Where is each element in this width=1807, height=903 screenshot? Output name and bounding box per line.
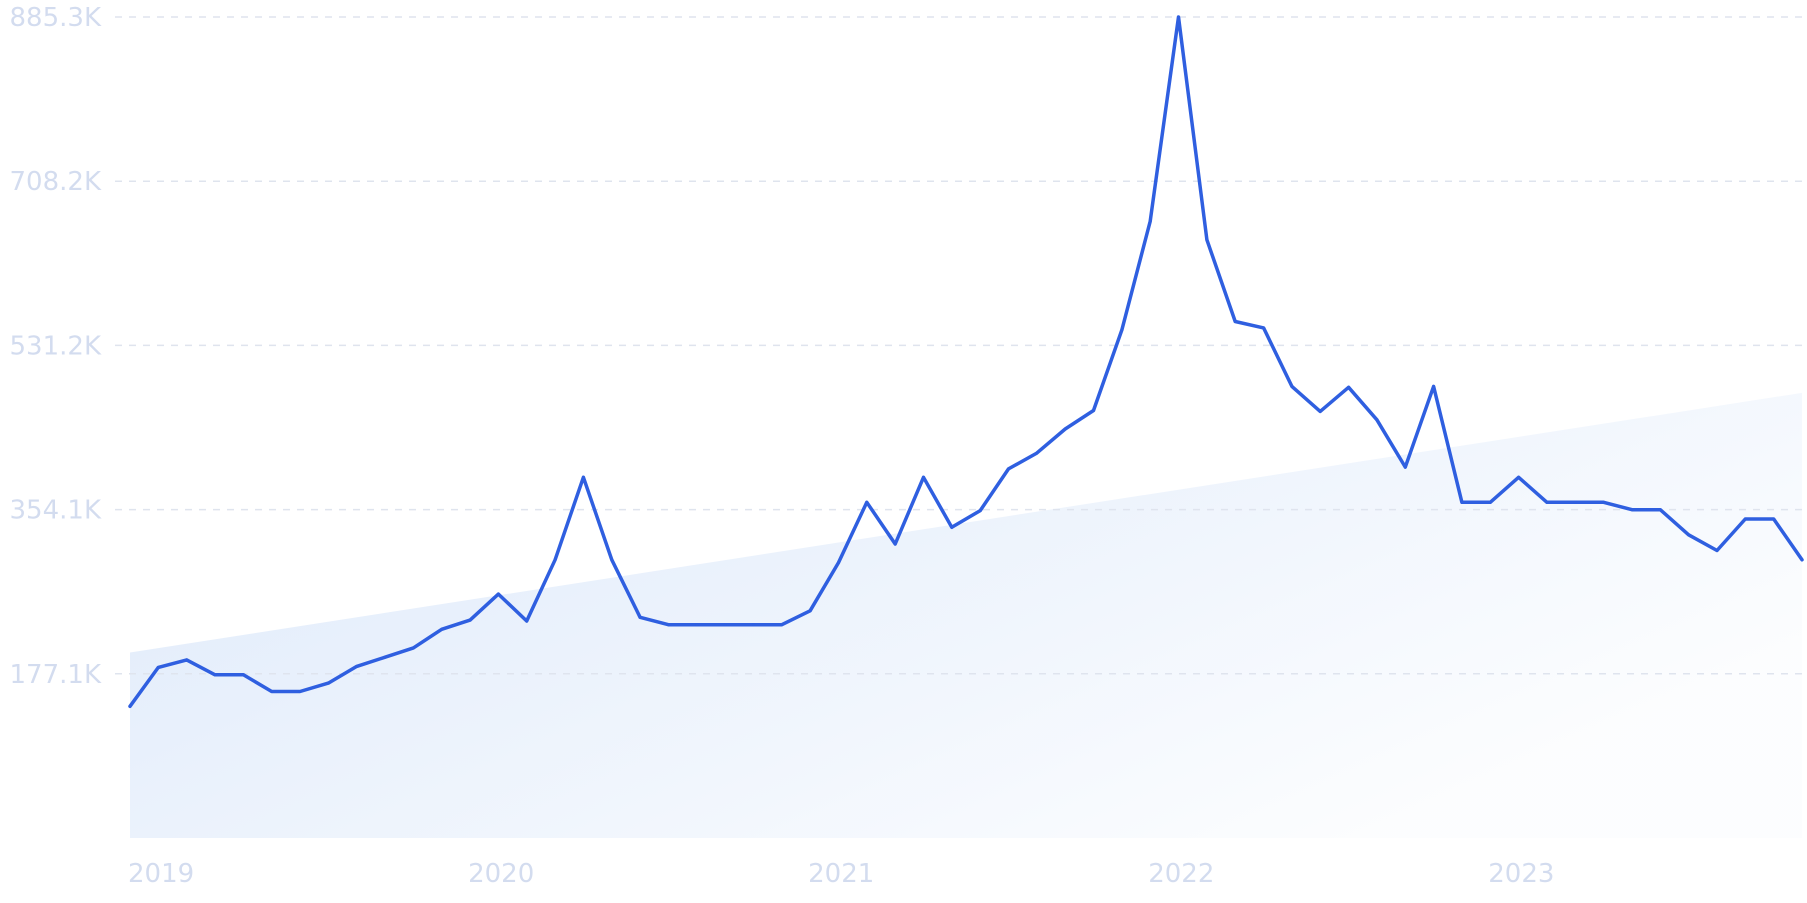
- data-point-2019-12: [440, 627, 444, 631]
- series-line-0: [128, 15, 1804, 709]
- data-point-2023-10: [1743, 517, 1747, 521]
- data-point-2021-05: [922, 475, 925, 479]
- data-point-2019-01: [128, 704, 132, 708]
- data-point-2020-12: [780, 623, 784, 627]
- data-point-2020-11: [752, 623, 755, 627]
- data-point-2021-03: [865, 500, 869, 504]
- data-point-2022-04: [1233, 320, 1237, 323]
- y-tick-label-3: 708.2K: [10, 167, 102, 197]
- data-point-2020-10: [723, 623, 727, 627]
- x-tick-label-3: 2022: [1148, 859, 1214, 889]
- data-point-2019-06: [270, 690, 274, 693]
- x-axis-ticks: 2019 2020 2021 2022 2023: [128, 859, 1554, 889]
- x-tick-label-4: 2023: [1488, 859, 1554, 889]
- x-tick-label-2: 2021: [808, 859, 874, 889]
- trend-area: [130, 392, 1802, 838]
- x-tick-label-1: 2020: [468, 859, 534, 889]
- data-point-2020-08: [666, 623, 670, 627]
- data-point-2021-11: [1092, 409, 1095, 412]
- y-axis-ticks: 177.1K 354.1K 531.2K 708.2K 885.3K: [10, 3, 102, 690]
- gridlines: [115, 16, 1802, 675]
- data-point-2023-08: [1687, 533, 1691, 537]
- data-point-2021-01: [808, 609, 812, 613]
- data-point-2022-01: [1148, 219, 1152, 223]
- data-point-2022-10: [1403, 465, 1407, 469]
- data-point-2021-04: [893, 542, 897, 546]
- data-point-2019-03: [185, 658, 189, 662]
- data-point-2020-09: [695, 623, 699, 627]
- data-point-2019-07: [298, 690, 302, 693]
- data-point-2019-08: [326, 681, 330, 685]
- y-tick-label-1: 354.1K: [10, 496, 102, 526]
- data-point-2020-01: [468, 618, 472, 622]
- data-point-2022-03: [1205, 238, 1209, 242]
- series-layer: [128, 15, 1804, 709]
- data-point-2023-11: [1772, 517, 1776, 521]
- y-tick-label-2: 531.2K: [10, 331, 102, 361]
- y-tick-label-0: 177.1K: [10, 660, 102, 690]
- data-point-2019-04: [213, 673, 217, 677]
- data-point-2019-09: [355, 664, 359, 668]
- data-point-2019-02: [156, 665, 160, 669]
- data-point-2020-02: [496, 592, 500, 596]
- data-point-2020-04: [553, 558, 557, 562]
- data-point-2022-05: [1262, 326, 1266, 330]
- data-point-2022-08: [1347, 385, 1351, 389]
- data-point-2022-07: [1318, 409, 1322, 413]
- data-point-2020-06: [610, 558, 614, 562]
- data-point-2022-02: [1177, 15, 1180, 19]
- data-point-2019-11: [411, 646, 415, 650]
- data-point-2021-12: [1120, 328, 1124, 332]
- data-point-2021-07: [978, 509, 982, 513]
- data-point-2023-07: [1658, 508, 1662, 512]
- data-point-2021-08: [1007, 467, 1010, 471]
- x-tick-label-0: 2019: [128, 859, 194, 889]
- data-point-2019-05: [241, 673, 245, 677]
- data-point-2020-07: [638, 615, 642, 619]
- data-point-2023-05: [1602, 500, 1606, 504]
- data-point-2023-06: [1630, 508, 1634, 512]
- trend-area-layer: [130, 392, 1802, 838]
- data-point-2023-03: [1545, 500, 1549, 504]
- data-point-2023-12: [1800, 558, 1804, 562]
- data-point-2023-04: [1573, 500, 1577, 504]
- data-point-2022-11: [1432, 384, 1436, 388]
- data-point-2020-05: [581, 475, 585, 479]
- data-point-2021-10: [1063, 427, 1067, 431]
- data-point-2023-01: [1488, 500, 1492, 504]
- data-point-2022-12: [1460, 500, 1464, 504]
- data-point-2021-02: [837, 561, 840, 565]
- data-point-2021-06: [950, 525, 954, 529]
- data-point-2022-06: [1290, 384, 1294, 388]
- data-point-2022-09: [1375, 418, 1379, 422]
- data-point-2023-02: [1517, 475, 1521, 479]
- data-point-2020-03: [525, 619, 529, 623]
- data-point-2021-09: [1035, 451, 1039, 455]
- data-point-2019-10: [383, 655, 387, 659]
- data-point-2023-09: [1715, 549, 1719, 552]
- y-tick-label-4: 885.3K: [10, 3, 102, 33]
